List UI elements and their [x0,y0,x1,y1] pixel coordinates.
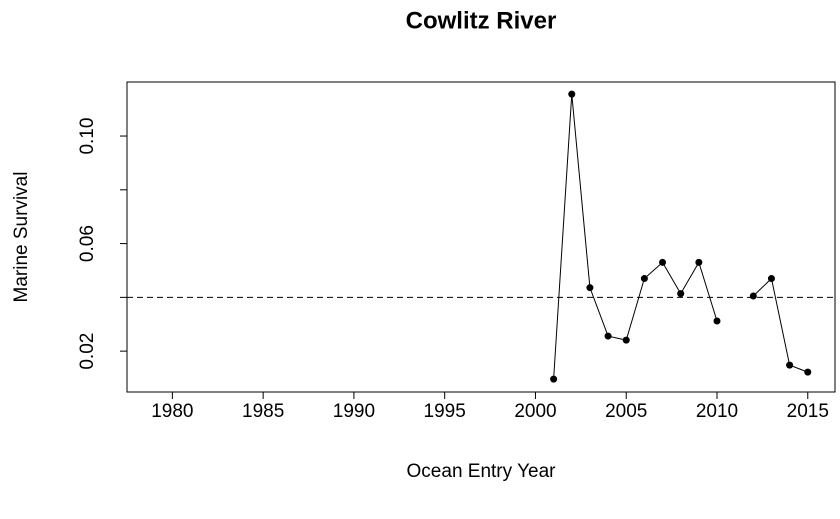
data-point [804,368,812,376]
x-tick-label: 2010 [696,401,738,422]
data-point [568,90,576,98]
data-point [713,317,721,325]
data-point [786,361,794,369]
x-tick-label: 1980 [151,401,193,422]
plot-frame [126,81,836,393]
y-tick-label: 0.10 [77,118,98,155]
x-tick-label: 2015 [787,401,829,422]
data-point [604,332,612,340]
y-tick-label: 0.02 [77,333,98,370]
data-point [677,290,685,298]
chart-title: Cowlitz River [406,7,557,34]
data-point [550,375,558,383]
x-tick-label: 1995 [424,401,466,422]
data-point [622,336,630,344]
x-tick-label: 2000 [514,401,556,422]
data-line [752,277,808,373]
x-tick-label: 2005 [605,401,647,422]
data-point [695,258,703,266]
data-point [659,258,667,266]
x-axis-title: Ocean Entry Year [407,461,557,482]
data-point [640,275,648,283]
data-point [767,275,775,283]
y-tick-label: 0.06 [77,225,98,262]
x-tick-label: 1985 [242,401,284,422]
y-axis-title: Marine Survival [11,172,32,303]
data-line [553,94,718,380]
x-tick-label: 1990 [333,401,375,422]
data-point [749,292,757,300]
data-point [586,284,594,292]
